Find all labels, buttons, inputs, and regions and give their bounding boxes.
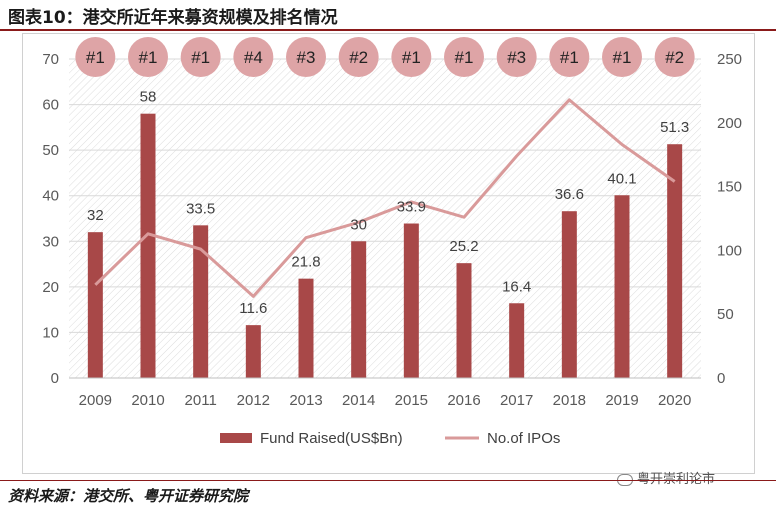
legend-label-ipos: No.of IPOs (487, 430, 560, 447)
rank-badge-label: #2 (349, 48, 368, 67)
rank-badge (654, 37, 695, 77)
bar (298, 278, 314, 378)
y-left-tick-label: 30 (42, 233, 59, 250)
rank-badge-label: #1 (613, 48, 632, 67)
data-label: 33.5 (186, 200, 215, 217)
y-left-tick-label: 70 (42, 51, 59, 68)
data-label: 21.8 (291, 254, 320, 271)
x-tick-label: 2010 (131, 392, 164, 409)
bar (140, 113, 156, 378)
plot-area-hatch (69, 59, 701, 378)
data-label: 16.4 (502, 278, 531, 295)
x-tick-label: 2011 (185, 392, 217, 409)
rank-badge (549, 37, 590, 77)
x-tick-label: 2019 (605, 392, 638, 409)
rank-badge (444, 37, 484, 77)
title-divider (0, 29, 776, 31)
y-left-tick-label: 50 (42, 142, 59, 159)
rank-badge-label: #1 (191, 48, 210, 67)
data-label: 25.2 (449, 238, 478, 255)
rank-badge-label: #1 (560, 48, 579, 67)
rank-badge (391, 37, 432, 77)
chart-svg: 32 58 33.5 11.6 21.8 30 33.9 25.2 16.4 36.6 40.1 51… (42, 37, 742, 447)
x-tick-label: 2020 (658, 392, 691, 409)
legend-swatch-bar (220, 433, 252, 443)
legend-label-fund-raised: Fund Raised(US$Bn) (260, 430, 403, 447)
y-right-tick-label: 100 (717, 242, 742, 259)
rank-badge (602, 37, 642, 77)
bar (614, 195, 630, 378)
watermark-text: 粤开崇利论市 (637, 472, 716, 487)
bar (456, 263, 472, 378)
data-label: 51.3 (660, 119, 689, 136)
rank-badge-label: #1 (86, 48, 105, 67)
bar (87, 232, 103, 378)
rank-badge (180, 37, 221, 77)
y-left-tick-label: 60 (42, 97, 59, 114)
rank-badge-label: #3 (507, 48, 526, 67)
data-label: 11.6 (239, 300, 267, 317)
rank-badge-label: #1 (402, 48, 421, 67)
data-label: 40.1 (607, 170, 636, 187)
x-tick-label: 2017 (500, 392, 533, 409)
source-divider (0, 480, 776, 481)
rank-badge (128, 37, 168, 77)
bar (561, 211, 577, 378)
rank-badge-label: #2 (665, 48, 684, 67)
x-tick-label: 2018 (553, 392, 586, 409)
rank-badge (338, 37, 379, 77)
bar (509, 303, 525, 378)
y-right-tick-label: 0 (717, 370, 725, 387)
y-right-tick-label: 250 (717, 51, 742, 68)
ipo-count-line (94, 98, 676, 298)
y-left-tick-label: 10 (42, 324, 59, 341)
figure-title: 图表10：港交所近年来募资规模及排名情况 (8, 8, 338, 28)
data-label: 36.6 (555, 186, 584, 203)
bar (667, 144, 683, 378)
bar (245, 325, 261, 378)
x-tick-label: 2009 (79, 392, 112, 409)
rank-badge (286, 37, 326, 77)
x-tick-label: 2013 (289, 392, 322, 409)
x-tick-label: 2016 (447, 392, 480, 409)
rank-badge (75, 37, 116, 77)
rank-badge-label: #1 (139, 48, 158, 67)
chart-frame: 32 58 33.5 11.6 21.8 30 33.9 25.2 16.4 36.6 40.1 51… (22, 33, 755, 474)
rank-badge-label: #1 (455, 48, 474, 67)
data-label: 32 (87, 207, 104, 224)
y-right-tick-label: 50 (717, 306, 734, 323)
x-tick-label: 2014 (342, 392, 375, 409)
watermark: 粤开崇利论市 (617, 468, 715, 487)
rank-badge-label: #4 (244, 48, 263, 67)
rank-badge (496, 37, 537, 77)
source-note: 资料来源：港交所、粤开证券研究院 (8, 487, 249, 505)
rank-badge-label: #3 (297, 48, 316, 67)
bar (403, 223, 419, 378)
y-right-tick-label: 150 (717, 179, 742, 196)
data-label: 33.9 (397, 199, 426, 216)
x-tick-label: 2015 (395, 392, 428, 409)
rank-badge (233, 37, 274, 77)
data-label: 30 (350, 216, 367, 233)
x-tick-label: 2012 (237, 392, 270, 409)
bar (351, 241, 367, 378)
bar (193, 225, 209, 378)
data-label: 58 (140, 89, 157, 106)
y-left-tick-label: 40 (42, 188, 59, 205)
y-left-tick-label: 20 (42, 279, 59, 296)
y-left-tick-label: 0 (51, 370, 59, 387)
y-right-tick-label: 200 (717, 115, 742, 132)
wechat-icon (617, 473, 633, 486)
